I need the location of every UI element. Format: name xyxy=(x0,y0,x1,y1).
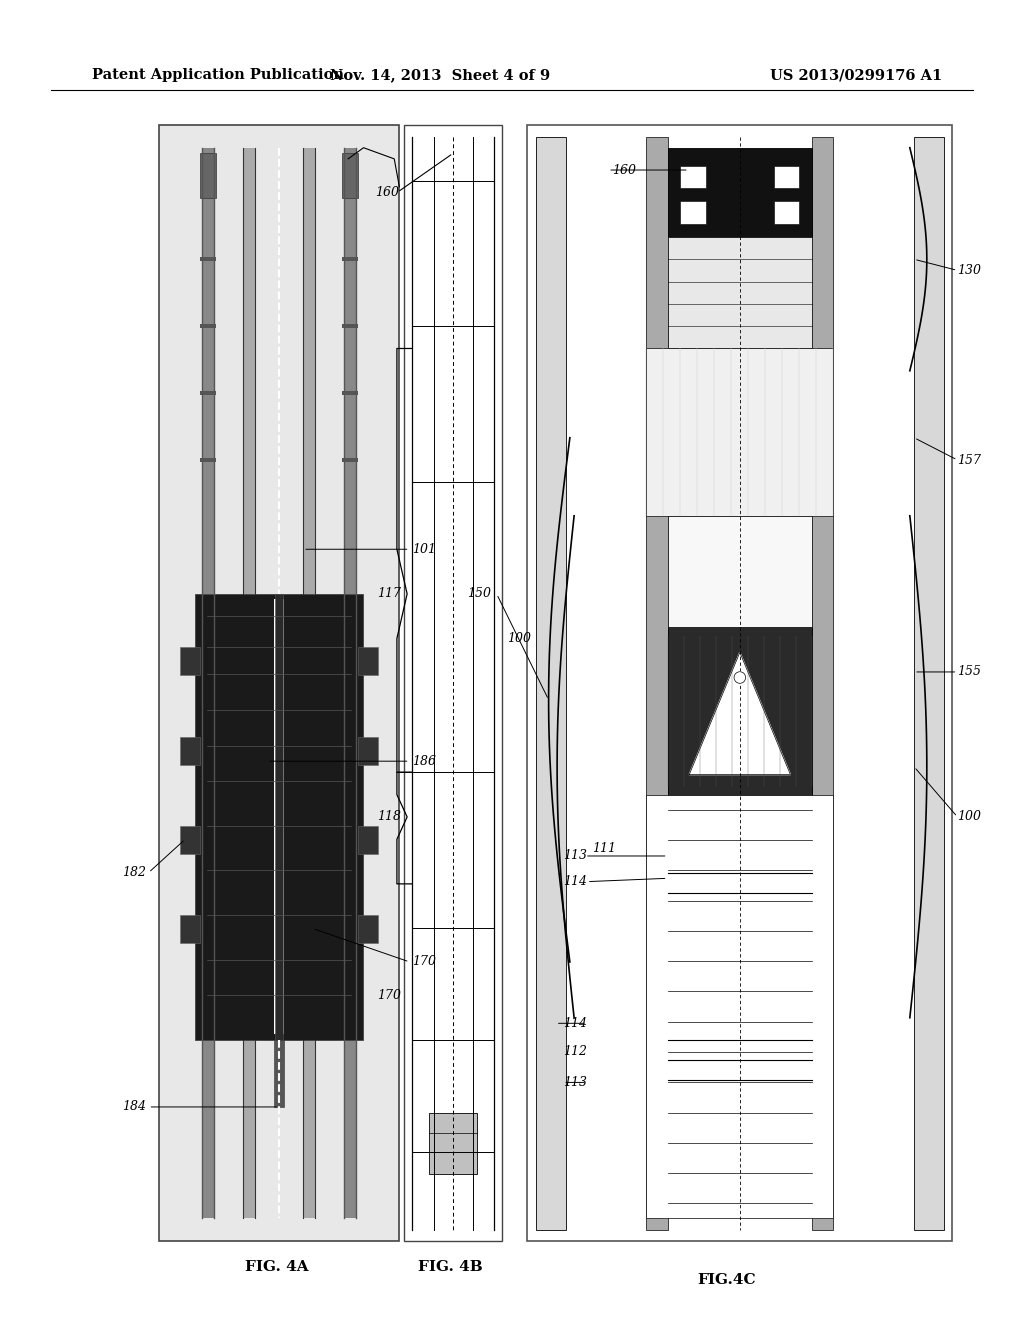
Bar xyxy=(680,201,706,223)
Bar xyxy=(774,201,800,223)
Bar xyxy=(274,599,284,1035)
Text: 117: 117 xyxy=(378,587,401,601)
Bar xyxy=(527,125,952,1241)
Bar xyxy=(646,348,834,516)
Polygon shape xyxy=(689,652,791,775)
Text: 155: 155 xyxy=(957,665,981,678)
Bar xyxy=(358,647,378,676)
Bar xyxy=(342,257,358,261)
Text: 186: 186 xyxy=(412,755,435,768)
Text: FIG.4C: FIG.4C xyxy=(697,1274,757,1287)
Text: 101: 101 xyxy=(412,543,435,556)
Bar xyxy=(303,148,315,594)
Bar xyxy=(180,737,200,764)
Text: Nov. 14, 2013  Sheet 4 of 9: Nov. 14, 2013 Sheet 4 of 9 xyxy=(331,69,550,82)
Bar xyxy=(358,737,378,764)
Bar xyxy=(202,148,214,594)
Bar xyxy=(342,153,358,198)
Bar xyxy=(243,148,255,594)
Bar xyxy=(342,458,358,462)
Bar xyxy=(668,516,812,627)
Text: Patent Application Publication: Patent Application Publication xyxy=(92,69,344,82)
Bar xyxy=(200,153,216,198)
Text: 118: 118 xyxy=(378,810,401,824)
Circle shape xyxy=(734,672,745,684)
Bar xyxy=(429,1113,477,1173)
Bar xyxy=(680,165,706,187)
Text: US 2013/0299176 A1: US 2013/0299176 A1 xyxy=(770,69,942,82)
Text: 157: 157 xyxy=(957,454,981,466)
Bar xyxy=(358,915,378,942)
Bar xyxy=(342,391,358,395)
Bar xyxy=(404,125,502,1241)
Bar xyxy=(668,627,812,795)
Text: 170: 170 xyxy=(378,989,401,1002)
Text: 111: 111 xyxy=(592,842,616,854)
Text: 170: 170 xyxy=(412,956,435,969)
Bar xyxy=(646,795,834,1218)
Bar xyxy=(195,594,364,1040)
Bar xyxy=(668,238,812,348)
Text: FIG. 4A: FIG. 4A xyxy=(245,1261,308,1274)
Text: 113: 113 xyxy=(563,1076,587,1089)
Bar xyxy=(344,148,356,594)
Text: 182: 182 xyxy=(123,866,146,879)
Text: 130: 130 xyxy=(957,264,981,277)
Bar xyxy=(668,148,812,238)
Text: 100: 100 xyxy=(957,810,981,824)
Bar xyxy=(275,594,283,1040)
Text: 184: 184 xyxy=(123,1101,146,1114)
Bar xyxy=(243,1040,255,1218)
Text: 114: 114 xyxy=(563,1016,587,1030)
Text: 114: 114 xyxy=(563,875,587,888)
Bar xyxy=(536,136,565,1230)
Bar xyxy=(159,125,399,1241)
Bar xyxy=(812,136,834,1230)
Bar xyxy=(274,1040,284,1107)
Bar xyxy=(202,1040,214,1218)
Bar xyxy=(180,647,200,676)
Text: 100: 100 xyxy=(507,632,530,645)
Text: 113: 113 xyxy=(563,850,587,862)
Text: 160: 160 xyxy=(376,186,399,199)
Bar xyxy=(774,165,800,187)
Bar xyxy=(180,915,200,942)
Bar xyxy=(344,1040,356,1218)
Text: 160: 160 xyxy=(612,164,636,177)
Text: 112: 112 xyxy=(563,1044,587,1057)
Bar xyxy=(303,1040,315,1218)
Bar xyxy=(180,826,200,854)
Bar xyxy=(358,826,378,854)
Bar xyxy=(200,458,216,462)
Bar xyxy=(914,136,944,1230)
Text: 150: 150 xyxy=(468,587,492,601)
Bar xyxy=(342,325,358,329)
Text: FIG. 4B: FIG. 4B xyxy=(418,1261,483,1274)
Bar xyxy=(200,257,216,261)
Bar xyxy=(200,325,216,329)
Bar xyxy=(646,136,668,1230)
Bar xyxy=(200,391,216,395)
